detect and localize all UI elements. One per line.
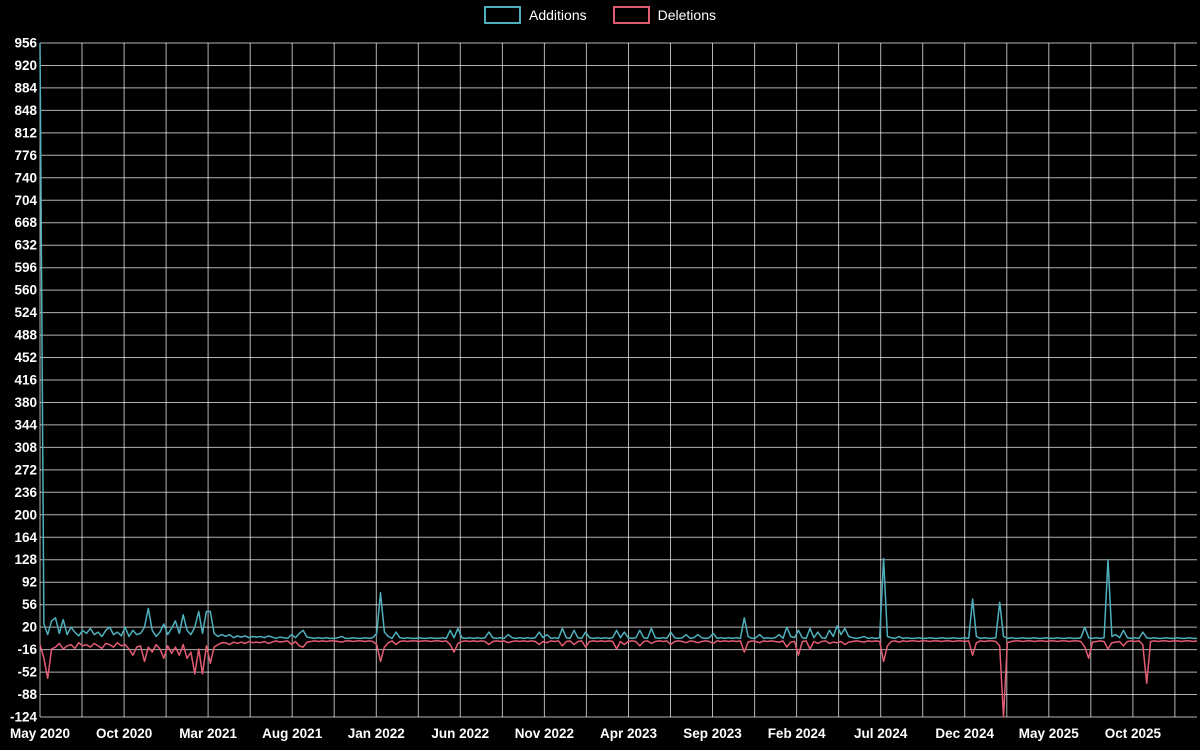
svg-text:452: 452 [14,350,37,365]
deletions-swatch-icon [612,6,650,24]
svg-text:596: 596 [14,260,37,275]
svg-text:236: 236 [14,485,37,500]
chart-legend: Additions Deletions [0,6,1200,24]
svg-text:Sep 2023: Sep 2023 [683,726,742,741]
svg-text:May 2025: May 2025 [1019,726,1080,741]
svg-text:344: 344 [14,417,37,432]
svg-text:704: 704 [14,193,37,208]
svg-text:92: 92 [22,575,37,590]
svg-text:May 2020: May 2020 [10,726,70,741]
x-tick-labels: May 2020 Oct 2020 Mar 2021 Aug 2021 Jan 2022… [10,726,1162,741]
svg-text:Mar 2021: Mar 2021 [179,726,237,741]
svg-text:848: 848 [14,103,37,118]
svg-text:560: 560 [14,283,37,298]
svg-text:524: 524 [14,305,37,320]
svg-text:632: 632 [14,238,37,253]
svg-text:56: 56 [22,597,38,612]
svg-text:Oct 2025: Oct 2025 [1105,726,1162,741]
legend-item-additions[interactable]: Additions [484,6,587,24]
svg-text:164: 164 [14,530,37,545]
legend-label-additions: Additions [529,7,587,23]
svg-text:956: 956 [14,36,37,51]
y-tick-labels: -124 -88 -52 -16 20 56 92 128 164 200 236 272 308 344… [10,36,38,725]
svg-text:668: 668 [14,215,37,230]
svg-text:488: 488 [14,328,37,343]
svg-text:380: 380 [14,395,37,410]
svg-text:Jun 2022: Jun 2022 [431,726,489,741]
svg-text:Oct 2020: Oct 2020 [96,726,152,741]
legend-label-deletions: Deletions [657,7,716,23]
svg-text:200: 200 [14,507,37,522]
legend-item-deletions[interactable]: Deletions [612,6,716,24]
svg-text:776: 776 [14,148,37,163]
deletions-line [39,640,1198,718]
additions-swatch-icon [484,6,522,24]
svg-text:740: 740 [14,170,37,185]
svg-text:308: 308 [14,440,37,455]
svg-text:128: 128 [14,552,37,567]
svg-text:-124: -124 [10,710,38,725]
svg-text:884: 884 [14,80,37,95]
horizontal-gridlines [40,42,1197,718]
svg-text:Dec 2024: Dec 2024 [935,726,994,741]
svg-text:812: 812 [14,125,37,140]
svg-text:-88: -88 [17,687,37,702]
svg-text:Jan 2022: Jan 2022 [348,726,405,741]
additions-line [39,42,1197,640]
svg-text:-16: -16 [17,642,37,657]
svg-text:Aug 2021: Aug 2021 [262,726,323,741]
svg-text:Jul 2024: Jul 2024 [854,726,908,741]
svg-text:Nov 2022: Nov 2022 [515,726,574,741]
svg-text:Feb 2024: Feb 2024 [768,726,826,741]
svg-text:Apr 2023: Apr 2023 [600,726,658,741]
svg-text:920: 920 [14,58,37,73]
svg-text:272: 272 [14,462,37,477]
svg-text:20: 20 [22,620,37,635]
svg-text:-52: -52 [17,665,37,680]
svg-text:416: 416 [14,373,37,388]
